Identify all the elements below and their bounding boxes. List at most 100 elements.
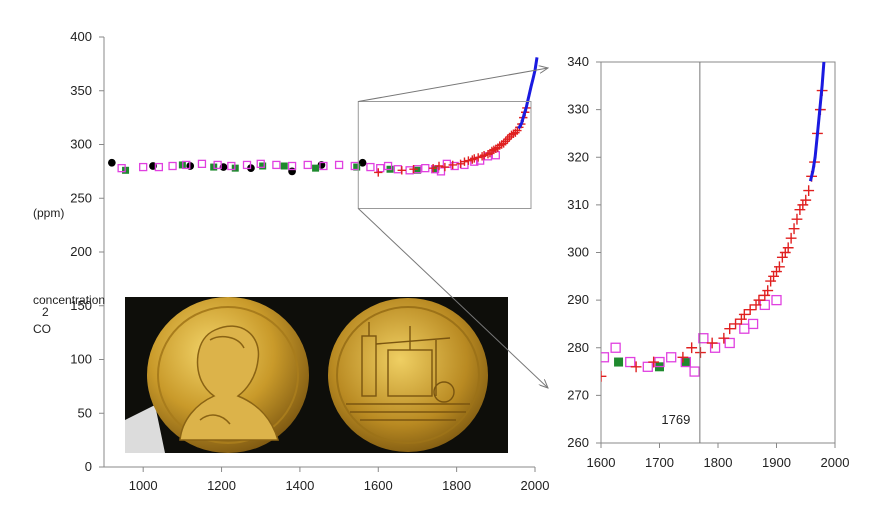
main-x-tick-label: 1200: [207, 478, 236, 493]
data-point: [507, 130, 516, 140]
main-y-tick-label: 0: [85, 459, 92, 474]
data-point: [747, 318, 759, 330]
data-point: [797, 199, 809, 211]
data-point: [227, 161, 236, 171]
data-point: [601, 370, 607, 382]
data-point: [794, 204, 806, 216]
data-point: [213, 160, 222, 170]
main-y-tick-label: 100: [70, 352, 92, 367]
data-point: [774, 261, 785, 273]
series-line: [517, 57, 539, 130]
data-point: [677, 351, 689, 363]
data-point: [139, 162, 148, 172]
data-point: [288, 167, 296, 176]
data-point: [736, 313, 747, 325]
zoom-box: [357, 101, 532, 209]
data-point: [409, 165, 418, 174]
data-point: [366, 162, 375, 172]
data-point: [460, 157, 469, 166]
data-point: [753, 294, 765, 306]
data-point: [698, 333, 709, 344]
medal-photo: [125, 297, 508, 453]
main-y-label-line: (ppm): [33, 206, 64, 220]
zoom-y-tick-label: 320: [567, 149, 589, 164]
data-point: [303, 160, 312, 170]
data-point: [779, 247, 791, 258]
data-point: [256, 159, 265, 169]
zoom-x-tick-label: 2000: [821, 455, 850, 470]
zoom-chart-frame: [600, 61, 836, 444]
data-point: [738, 309, 750, 320]
data-point: [436, 167, 446, 176]
main-ticks: 1000 1200 1400 1600 1800 2000 0 50 100 150 200 250 3…: [70, 29, 549, 493]
main-y-tick-label: 300: [70, 137, 92, 152]
data-point: [601, 352, 610, 363]
main-x-tick-label: 1400: [285, 478, 314, 493]
zoom-y-tick-label: 280: [567, 340, 589, 355]
data-point: [168, 161, 177, 171]
data-point: [686, 342, 698, 354]
data-point: [765, 275, 777, 287]
data-point: [434, 161, 444, 171]
data-point: [464, 156, 473, 165]
zoom-x-tick-label: 1700: [645, 455, 674, 470]
data-point: [762, 285, 774, 296]
data-point: [353, 163, 361, 171]
data-point: [800, 194, 812, 206]
data-point: [648, 356, 660, 368]
data-point: [431, 165, 439, 173]
data-point: [479, 151, 489, 160]
data-point: [695, 347, 706, 358]
data-point: [630, 361, 642, 373]
data-point: [197, 159, 207, 169]
zoom-chart: 1600 1700 1800 1900 2000 260 270 280 290 300 310 32…: [567, 54, 849, 470]
zoom-x-tick-label: 1600: [587, 455, 616, 470]
data-point: [397, 166, 406, 175]
data-point: [259, 162, 267, 170]
zoom-arrow-bottom: [357, 208, 548, 389]
series-line: [808, 62, 826, 182]
zoom-y-tick-label: 290: [567, 292, 589, 307]
main-chart: 1000 1200 1400 1600 1800 2000 0 50 100 150 200 250 3…: [33, 29, 549, 493]
data-point: [785, 232, 797, 244]
main-y-tick-label: 150: [70, 298, 92, 313]
data-point: [759, 289, 771, 301]
data-point: [287, 161, 297, 171]
data-point: [272, 160, 281, 170]
main-y-label-line: 2: [42, 305, 49, 319]
main-data-marks: [107, 57, 539, 177]
main-y-tick-label: 400: [70, 29, 92, 44]
data-point: [358, 158, 367, 167]
zoom-data-marks: [601, 62, 828, 382]
zoom-arrow-top: [358, 68, 548, 102]
main-x-tick-label: 2000: [521, 478, 550, 493]
data-point: [383, 161, 393, 171]
data-point: [718, 332, 730, 344]
medal-engine: [328, 298, 488, 452]
data-point: [470, 154, 479, 163]
data-point: [421, 163, 430, 173]
data-point: [413, 166, 421, 174]
main-x-tick-label: 1600: [364, 478, 393, 493]
data-point: [614, 357, 624, 367]
data-point: [625, 356, 636, 368]
data-point: [724, 323, 736, 335]
data-point: [312, 164, 320, 172]
data-point: [117, 163, 126, 173]
data-point: [771, 294, 782, 306]
data-point: [803, 185, 815, 196]
data-point: [791, 213, 803, 225]
data-point: [759, 299, 770, 311]
medal-portrait: [147, 297, 309, 453]
data-point: [448, 160, 457, 170]
main-y-tick-label: 250: [70, 190, 92, 205]
data-point: [499, 139, 508, 148]
zoom-ticks: 1600 1700 1800 1900 2000 260 270 280 290 300 310 32…: [567, 54, 849, 470]
year-1769-label: 1769: [661, 412, 690, 427]
zoom-y-tick-label: 260: [567, 435, 589, 450]
data-point: [739, 323, 750, 334]
zoom-y-tick-label: 300: [567, 245, 589, 260]
data-point: [154, 162, 164, 172]
data-point: [776, 251, 788, 263]
